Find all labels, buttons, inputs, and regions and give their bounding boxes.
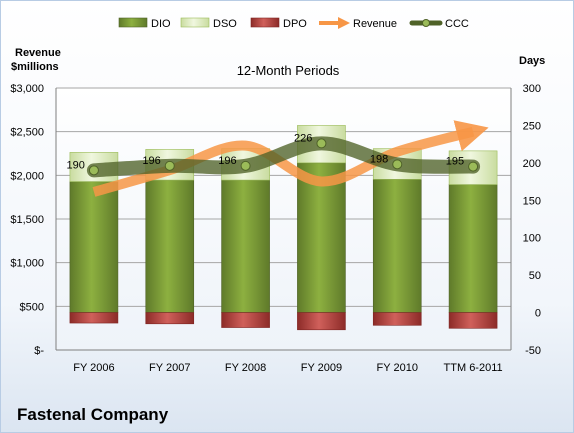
left-tick-label: $1,500 xyxy=(10,214,44,226)
bar-group xyxy=(69,125,498,331)
category-label: FY 2009 xyxy=(301,362,342,374)
left-tick-label: $2,500 xyxy=(10,127,44,139)
legend-swatch-dio xyxy=(118,17,148,28)
category-label: FY 2006 xyxy=(73,362,114,374)
ccc-point xyxy=(468,161,479,172)
category-label: TTM 6-2011 xyxy=(444,362,503,374)
bar-dio xyxy=(221,179,270,313)
bar-dio xyxy=(297,162,346,313)
legend: DIO DSO DPO Revenue CCC xyxy=(118,17,469,30)
bar-dpo xyxy=(145,312,195,325)
bar-dio xyxy=(145,179,195,313)
left-tick-label: $1,000 xyxy=(10,258,44,270)
legend-label-revenue: Revenue xyxy=(353,18,397,30)
ccc-point xyxy=(316,138,327,149)
ccc-point xyxy=(88,165,99,176)
legend-swatch-dso xyxy=(180,17,210,28)
right-tick-label: 200 xyxy=(523,158,541,170)
right-tick-label: 250 xyxy=(523,120,541,132)
legend-swatch-dpo xyxy=(250,17,280,28)
bar-dpo xyxy=(372,312,422,326)
category-label: FY 2008 xyxy=(225,362,266,374)
legend-item-ccc: CCC xyxy=(409,18,469,30)
bar-dio xyxy=(372,179,422,313)
right-tick-label: -50 xyxy=(525,345,541,357)
bar-dpo xyxy=(69,312,119,324)
legend-label-dso: DSO xyxy=(213,18,237,30)
right-axis-label: Days xyxy=(519,55,545,67)
left-axis-label-line2: $millions xyxy=(11,61,59,73)
bar-dio xyxy=(448,184,498,313)
right-tick-label: 300 xyxy=(523,83,541,95)
axes-group: $- $500 $1,000 $1,500 $2,000 $2,500 $3,000 -50 0… xyxy=(10,83,541,374)
left-tick-label: $- xyxy=(34,345,44,357)
legend-item-dio: DIO xyxy=(118,17,171,30)
company-name: Fastenal Company xyxy=(17,405,169,424)
right-tick-label: 50 xyxy=(529,270,541,282)
ccc-data-label: 190 xyxy=(67,159,85,171)
bar-dpo xyxy=(448,312,498,329)
ccc-data-label: 196 xyxy=(218,155,236,167)
legend-label-dio: DIO xyxy=(151,18,171,30)
legend-item-dpo: DPO xyxy=(250,17,307,30)
bar-dpo xyxy=(221,312,270,328)
legend-label-ccc: CCC xyxy=(445,18,469,30)
chart-title: 12-Month Periods xyxy=(237,63,340,78)
right-tick-label: 0 xyxy=(535,308,541,320)
legend-item-revenue: Revenue xyxy=(319,17,397,30)
ccc-data-label: 226 xyxy=(294,132,312,144)
bar-dpo xyxy=(297,312,346,331)
left-tick-label: $2,000 xyxy=(10,170,44,182)
category-label: FY 2007 xyxy=(149,362,190,374)
left-axis-label-line1: Revenue xyxy=(15,47,61,59)
legend-label-dpo: DPO xyxy=(283,18,307,30)
right-tick-label: 150 xyxy=(523,195,541,207)
legend-marker-ccc xyxy=(422,19,430,27)
left-tick-label: $3,000 xyxy=(10,83,44,95)
right-tick-label: 100 xyxy=(523,233,541,245)
category-label: FY 2010 xyxy=(377,362,418,374)
ccc-data-label: 195 xyxy=(446,156,464,168)
ccc-data-label: 196 xyxy=(142,155,160,167)
ccc-point xyxy=(392,159,403,170)
ccc-point xyxy=(164,160,175,171)
left-tick-label: $500 xyxy=(20,301,44,313)
bar-dio xyxy=(69,181,119,313)
ccc-point xyxy=(240,160,251,171)
legend-item-dso: DSO xyxy=(180,17,237,30)
ccc-data-label: 198 xyxy=(370,153,388,165)
ccc-group: 190 196 196 226 198 195 xyxy=(67,132,481,178)
